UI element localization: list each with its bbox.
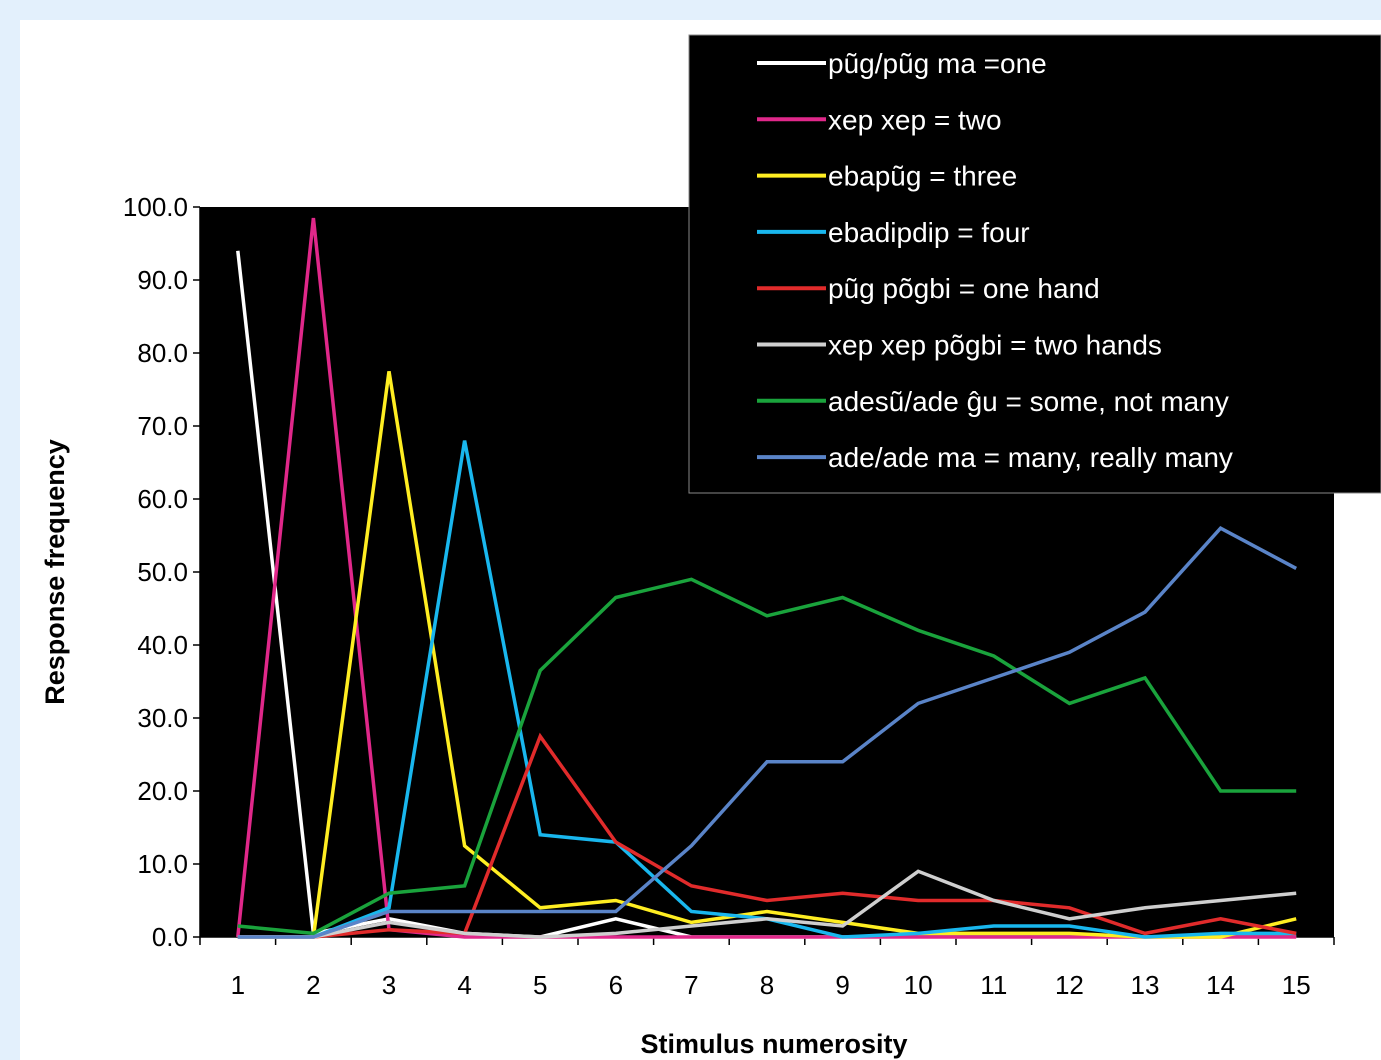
series-line-7 bbox=[237, 577, 1297, 936]
legend-label: ebapũg = three bbox=[828, 161, 1017, 192]
y-axis-title: Response frequency bbox=[40, 439, 70, 705]
x-tick-label: 10 bbox=[904, 970, 933, 1000]
y-tick-label: 30.0 bbox=[137, 703, 188, 733]
series-line-8 bbox=[237, 526, 1298, 939]
legend-label: ebadipdip = four bbox=[828, 217, 1030, 248]
series-lines bbox=[236, 217, 1298, 939]
x-tick-label: 11 bbox=[980, 970, 1007, 1000]
series-line-3 bbox=[237, 371, 1297, 939]
x-tick-label: 8 bbox=[760, 970, 774, 1000]
y-tick-label: 10.0 bbox=[137, 849, 188, 879]
x-axis-title: Stimulus numerosity bbox=[640, 1029, 907, 1059]
x-tick-label: 6 bbox=[609, 970, 623, 1000]
x-tick-label: 4 bbox=[457, 970, 471, 1000]
legend-label: pũg põgbi = one hand bbox=[828, 273, 1100, 304]
x-axis-tick-labels: 1 2 3 4 5 6 7 8 9 10 11 12 13 14 15 bbox=[231, 970, 1311, 1000]
y-axis-tick-labels: 0.0 10.0 20.0 30.0 40.0 50.0 60.0 70.0 80.0 90.0 1… bbox=[123, 192, 188, 952]
x-tick-label: 15 bbox=[1282, 970, 1311, 1000]
x-tick-label: 9 bbox=[835, 970, 849, 1000]
x-tick-label: 3 bbox=[382, 970, 396, 1000]
legend-label: ade/ade ma = many, really many bbox=[828, 442, 1233, 473]
line-chart: 0.0 10.0 20.0 30.0 40.0 50.0 60.0 70.0 80.0 90.0 1… bbox=[40, 34, 1381, 1059]
x-tick-label: 13 bbox=[1131, 970, 1160, 1000]
y-tick-label: 40.0 bbox=[137, 630, 188, 660]
legend-label: xep xep = two bbox=[828, 104, 1002, 135]
figure-panel: 0.0 10.0 20.0 30.0 40.0 50.0 60.0 70.0 80.0 90.0 1… bbox=[20, 20, 1381, 1060]
series-line-6 bbox=[237, 869, 1297, 939]
legend-box bbox=[688, 34, 1381, 494]
y-tick-label: 80.0 bbox=[137, 338, 188, 368]
legend-label: pũg/pũg ma =one bbox=[828, 48, 1047, 79]
series-line-5 bbox=[237, 732, 1297, 939]
y-tick-label: 60.0 bbox=[137, 484, 188, 514]
legend: pũg/pũg ma =one xep xep = two ebapũg = thr… bbox=[688, 34, 1381, 494]
y-tick-label: 20.0 bbox=[137, 776, 188, 806]
legend-label: xep xep põgbi = two hands bbox=[828, 330, 1162, 361]
x-tick-label: 1 bbox=[231, 970, 245, 1000]
y-tick-label: 90.0 bbox=[137, 265, 188, 295]
y-tick-label: 0.0 bbox=[152, 922, 188, 952]
x-tick-label: 2 bbox=[306, 970, 320, 1000]
x-tick-label: 12 bbox=[1055, 970, 1084, 1000]
legend-label: adesũ/ade ĝu = some, not many bbox=[828, 386, 1229, 417]
x-tick-label: 7 bbox=[684, 970, 698, 1000]
x-tick-label: 5 bbox=[533, 970, 547, 1000]
y-tick-label: 100.0 bbox=[123, 192, 188, 222]
y-tick-label: 50.0 bbox=[137, 557, 188, 587]
y-tick-label: 70.0 bbox=[137, 411, 188, 441]
x-tick-label: 14 bbox=[1206, 970, 1235, 1000]
